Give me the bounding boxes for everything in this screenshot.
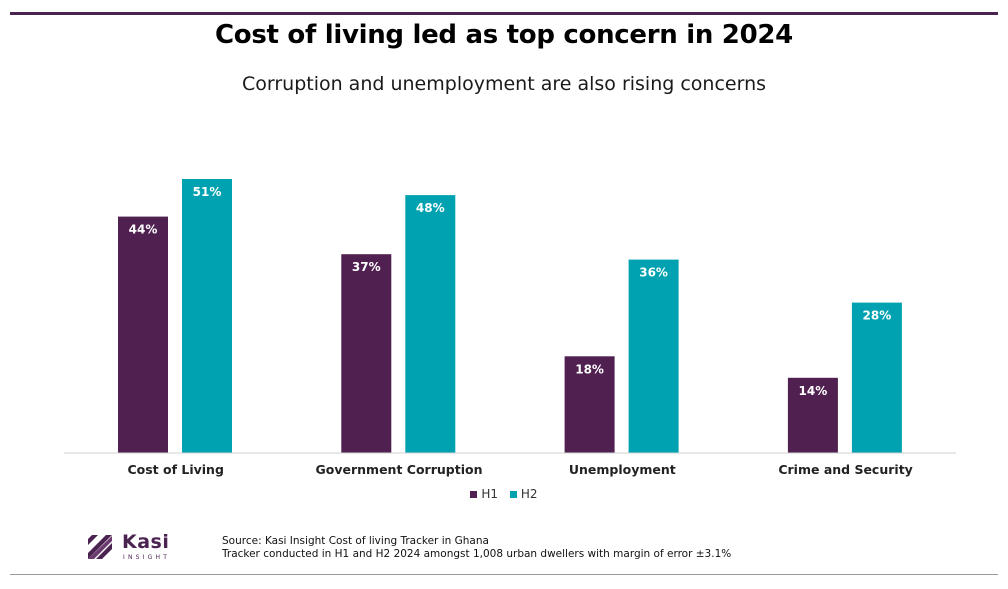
bar-h2-2 <box>628 259 679 453</box>
legend: H1 H2 <box>0 487 1008 501</box>
logo-subtext: INSIGHT <box>123 554 171 561</box>
kasi-logo-icon <box>88 535 112 559</box>
bar-h1-1 <box>341 254 392 453</box>
legend-swatch-h2 <box>509 491 517 498</box>
kasi-logo: Kasi INSIGHT <box>86 531 186 565</box>
data-label-h1-1: 37% <box>352 260 381 274</box>
source-note: Source: Kasi Insight Cost of living Trac… <box>222 535 731 561</box>
bottom-rule <box>10 574 998 575</box>
category-label-3: Crime and Security <box>778 462 912 477</box>
category-label-0: Cost of Living <box>127 462 223 477</box>
source-line-1: Source: Kasi Insight Cost of living Trac… <box>222 535 489 547</box>
logo-name: Kasi <box>122 531 170 553</box>
source-line-2: Tracker conducted in H1 and H2 2024 amon… <box>222 548 732 560</box>
bar-h2-1 <box>405 195 456 453</box>
bar-h2-0 <box>182 179 232 453</box>
legend-item-h1: H1 <box>470 487 498 501</box>
category-label-1: Government Corruption <box>316 462 483 477</box>
bar-h2-3 <box>851 302 902 453</box>
data-label-h2-1: 48% <box>416 201 445 215</box>
top-rule <box>10 12 998 15</box>
chart-subtitle: Corruption and unemployment are also ris… <box>241 73 767 95</box>
bar-h1-0 <box>118 216 168 453</box>
data-label-h1-0: 44% <box>129 223 158 237</box>
data-label-h1-2: 18% <box>575 362 604 376</box>
legend-item-h2: H2 <box>509 487 538 501</box>
data-label-h1-3: 14% <box>799 384 828 398</box>
legend-label-h1: H1 <box>481 487 499 501</box>
legend-label-h2: H2 <box>520 487 538 501</box>
legend-swatch-h1 <box>470 491 478 498</box>
bar-h1-2 <box>564 356 615 453</box>
chart-title: Cost of living led as top concern in 202… <box>215 20 793 50</box>
category-label-2: Unemployment <box>569 462 676 477</box>
bar-h1-3 <box>787 377 838 453</box>
data-label-h2-2: 36% <box>639 266 668 280</box>
data-label-h2-0: 51% <box>193 185 222 199</box>
data-label-h2-3: 28% <box>863 309 892 323</box>
